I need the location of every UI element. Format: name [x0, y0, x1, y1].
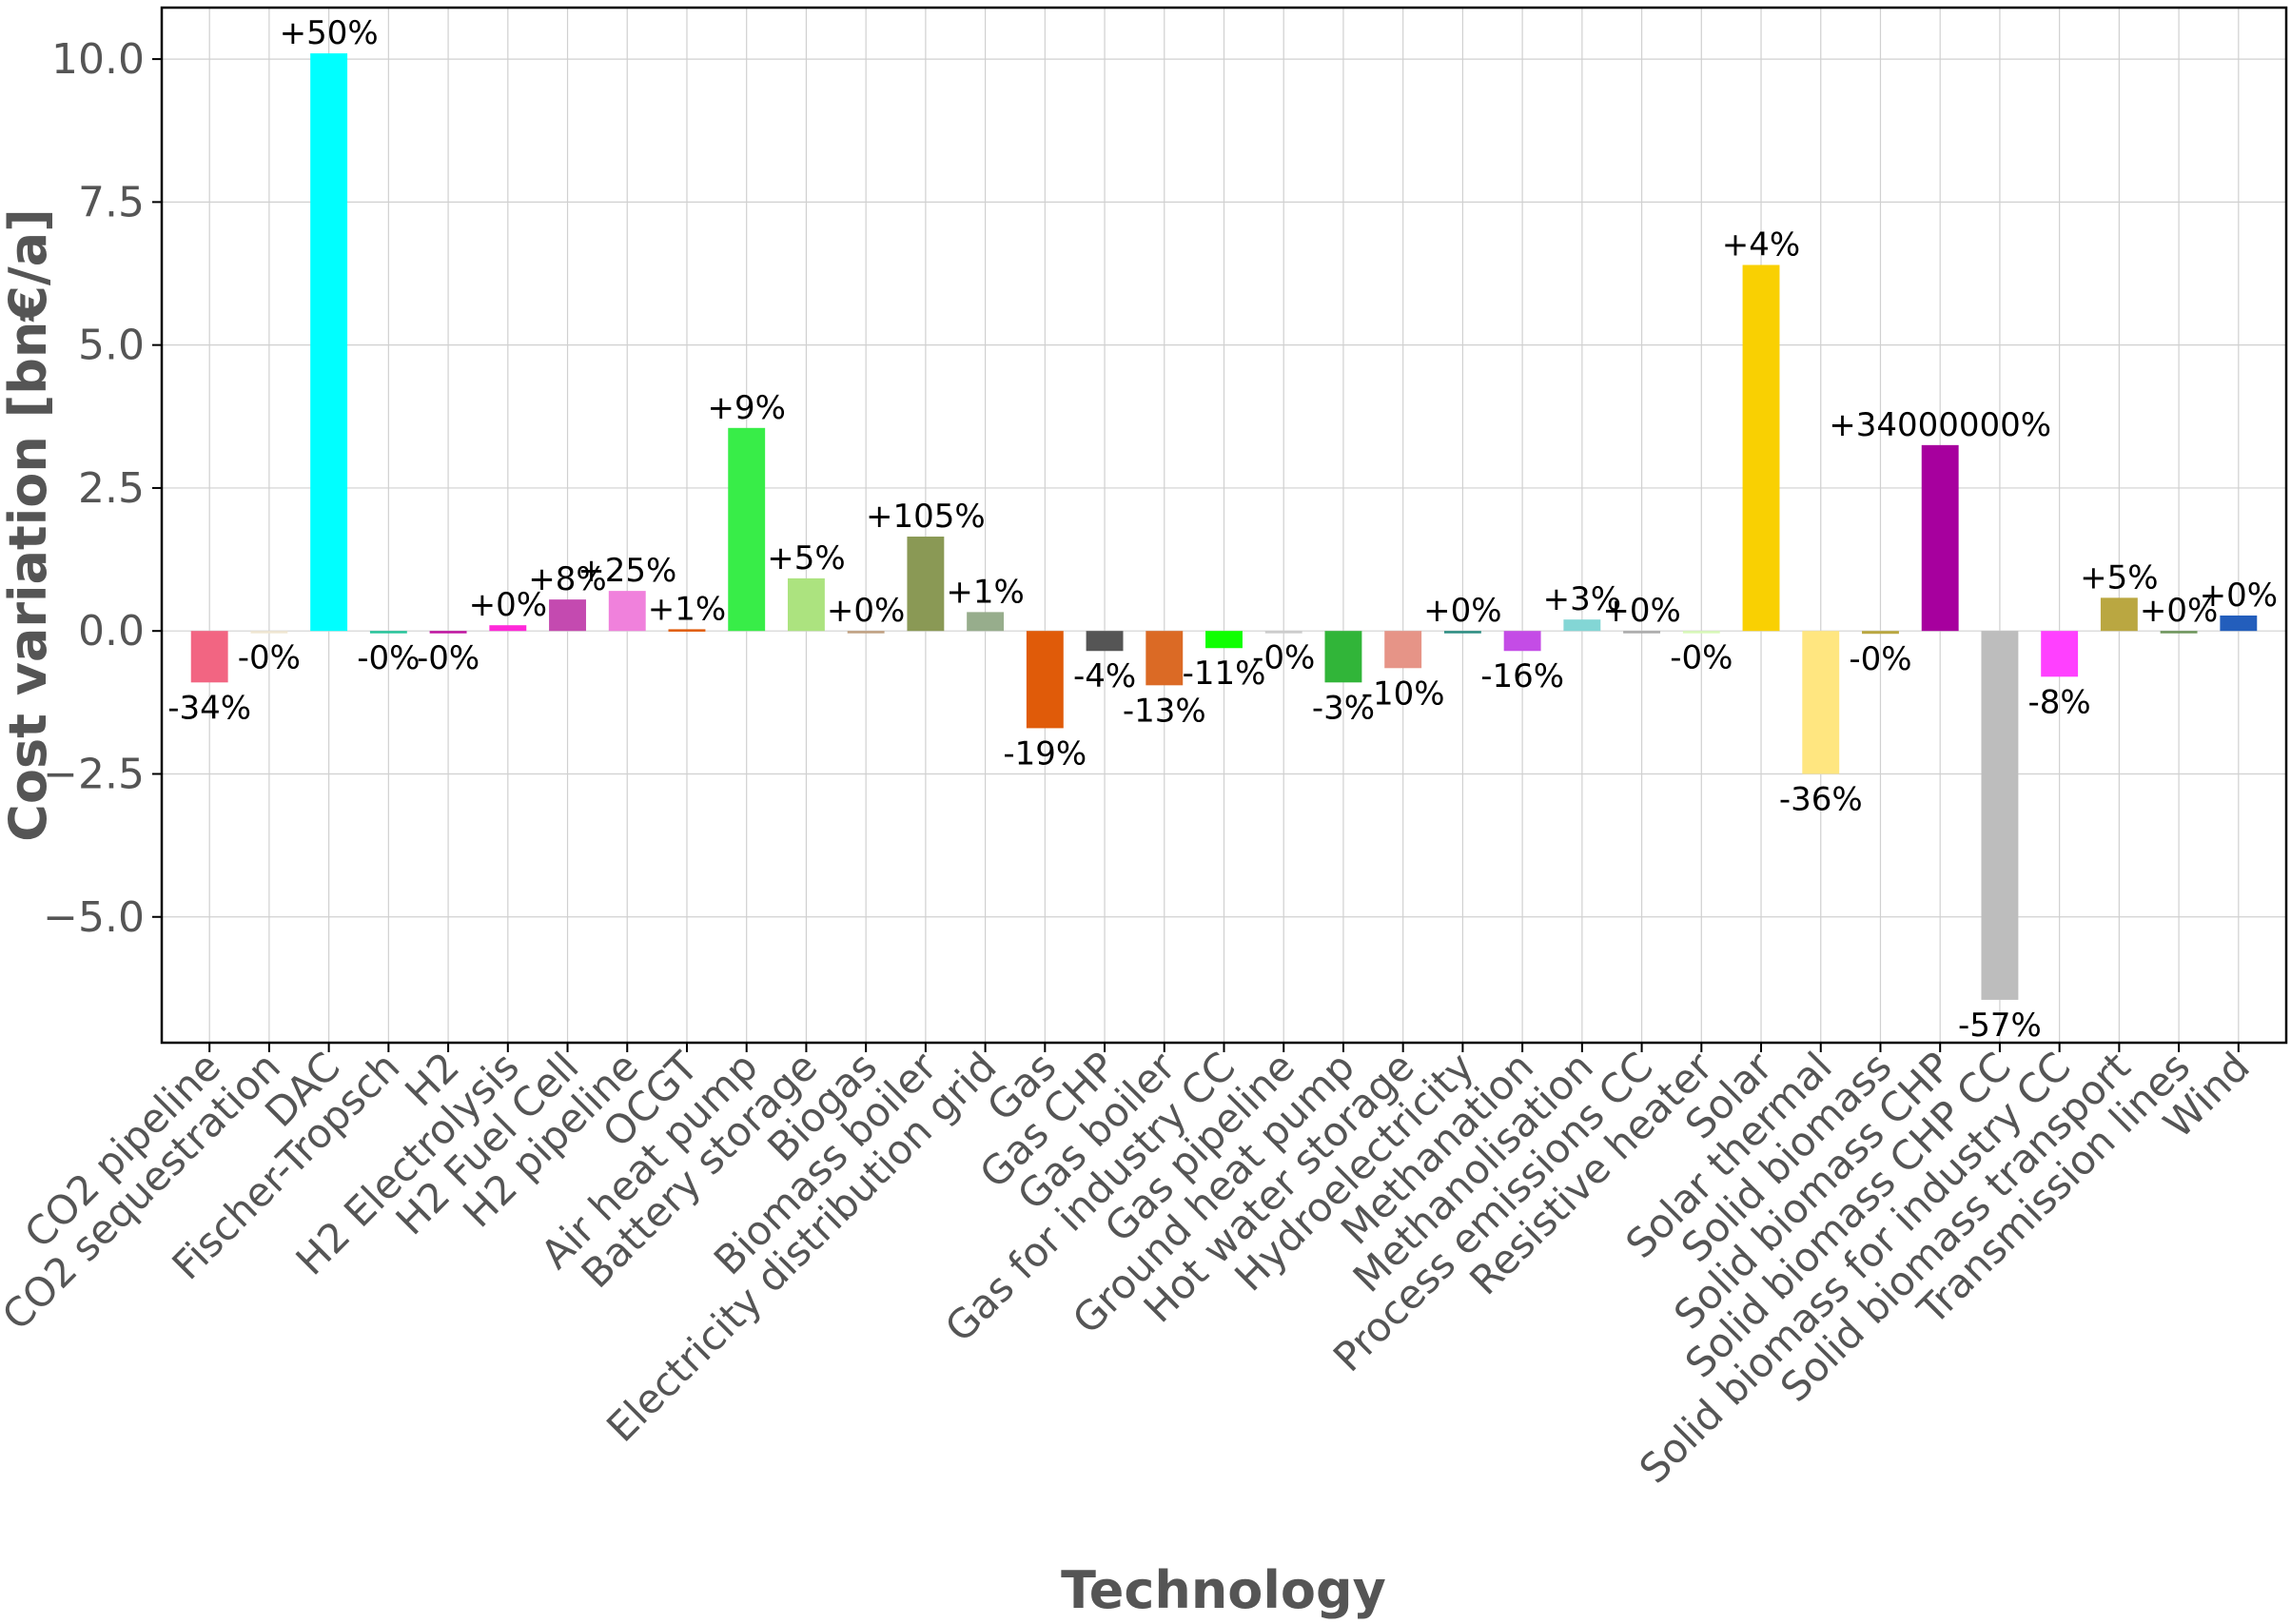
- bar: [2100, 597, 2138, 632]
- bar: [668, 629, 706, 632]
- bar-value-label: -19%: [1003, 734, 1087, 773]
- bar: [489, 625, 527, 632]
- bar: [608, 591, 646, 632]
- bar: [1802, 631, 1840, 774]
- bar: [2041, 631, 2079, 677]
- bar-labels: -34%-0%+50%-0%-0%+0%+8%+25%+1%+9%+5%+0%+…: [167, 14, 2278, 1045]
- bar-value-label: +8%: [528, 560, 606, 598]
- y-tick-label: 5.0: [78, 322, 145, 370]
- bar-value-label: -0%: [417, 639, 480, 677]
- bar-value-label: +9%: [707, 389, 785, 427]
- bar-value-label: +5%: [767, 539, 845, 577]
- bar-value-label: +1%: [946, 573, 1024, 611]
- bar-value-label: +25%: [578, 552, 676, 590]
- bar-value-label: -0%: [357, 639, 420, 677]
- bar-value-label: -16%: [1480, 657, 1564, 695]
- bar-value-label: -0%: [1849, 640, 1911, 678]
- bar-value-label: +5%: [2080, 558, 2158, 597]
- bar: [310, 53, 348, 632]
- bar: [1563, 619, 1601, 632]
- bar: [728, 427, 766, 632]
- bar: [429, 631, 467, 634]
- bar: [1503, 631, 1541, 652]
- bar: [1443, 631, 1481, 634]
- bar: [787, 577, 825, 632]
- bar: [2160, 631, 2198, 634]
- bar-value-label: -11%: [1183, 655, 1266, 693]
- bar-value-label: +50%: [280, 14, 379, 52]
- bar-value-label: +0%: [2200, 577, 2278, 615]
- bar: [967, 612, 1005, 632]
- bar: [369, 631, 407, 634]
- x-axis-title: Technology: [1061, 1560, 1386, 1620]
- y-tick-label: 7.5: [78, 178, 145, 226]
- bar-value-label: +1%: [648, 590, 726, 628]
- bar-value-label: +105%: [866, 498, 986, 536]
- bar: [250, 631, 288, 634]
- bar: [1384, 631, 1422, 669]
- bar-value-label: +4%: [1722, 225, 1800, 264]
- bar-value-label: +0%: [2140, 592, 2218, 630]
- bar: [549, 599, 586, 632]
- bar-value-label: +34000000%: [1829, 406, 2051, 444]
- bar-value-label: -4%: [1073, 657, 1136, 695]
- y-tick-label: 2.5: [78, 464, 145, 513]
- bar: [1205, 631, 1243, 649]
- bar: [1264, 631, 1302, 634]
- bar-value-label: -10%: [1361, 675, 1445, 713]
- y-tick-label: −2.5: [43, 750, 145, 798]
- bar-value-label: -0%: [238, 638, 301, 676]
- bar: [1146, 631, 1184, 686]
- bar: [847, 631, 885, 634]
- bar: [1026, 631, 1064, 729]
- y-axis-title: Cost variation [bn€/a]: [0, 208, 58, 842]
- bar: [1324, 631, 1362, 683]
- bar-value-label: -0%: [1670, 638, 1733, 676]
- bar-value-label: +3%: [1543, 580, 1621, 618]
- bar-value-label: -8%: [2028, 683, 2091, 721]
- bar: [2220, 615, 2258, 632]
- bar-value-label: -34%: [167, 689, 251, 727]
- bar: [190, 631, 228, 683]
- grid: [162, 8, 2286, 1043]
- bar-value-label: +0%: [827, 592, 905, 630]
- bar: [1921, 444, 1959, 632]
- bar: [1981, 631, 2019, 1000]
- bar-value-label: -13%: [1123, 692, 1206, 730]
- bar-value-label: -0%: [1252, 638, 1315, 676]
- bars: [190, 53, 2258, 1000]
- bar-value-label: -57%: [1958, 1007, 2042, 1045]
- bar-value-label: +0%: [469, 586, 547, 624]
- bar-value-label: +0%: [1602, 592, 1680, 630]
- bar: [1682, 631, 1720, 634]
- y-tick-label: −5.0: [43, 893, 145, 942]
- bar: [1623, 631, 1661, 634]
- bar-value-label: +0%: [1423, 592, 1501, 630]
- bar-value-label: -3%: [1312, 689, 1375, 727]
- bar: [1862, 631, 1899, 635]
- bar: [907, 537, 945, 632]
- bar-value-label: -36%: [1779, 780, 1863, 818]
- y-axis-ticks: −5.0 −2.5 0.0 2.5 5.0 7.5 10.0: [43, 35, 162, 942]
- bar: [1086, 631, 1124, 652]
- y-tick-label: 10.0: [51, 35, 145, 84]
- y-tick-label: 0.0: [78, 607, 145, 655]
- bar: [1742, 264, 1780, 632]
